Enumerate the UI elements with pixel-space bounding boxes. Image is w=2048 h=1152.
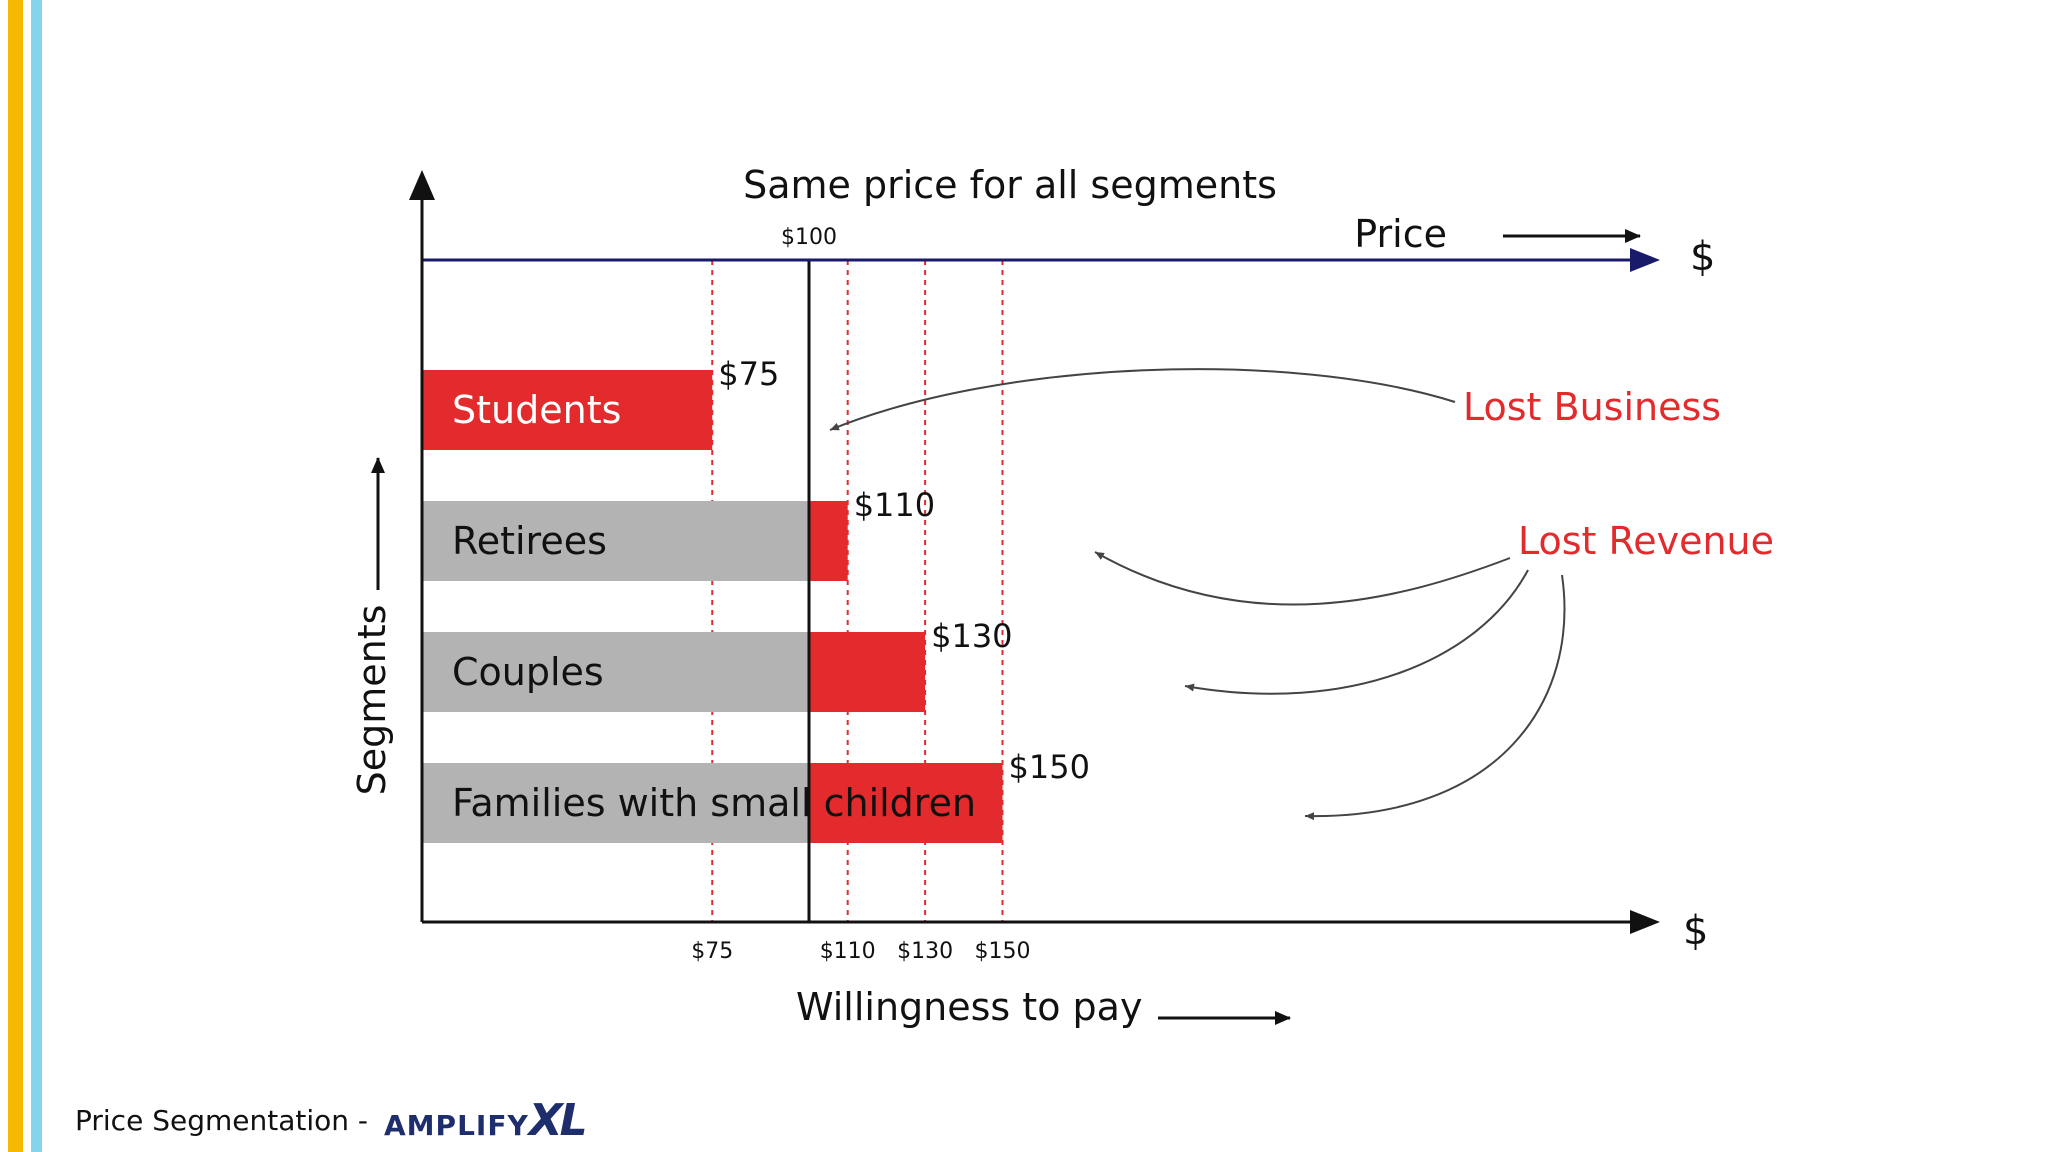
footer-text: Price Segmentation - [75, 1103, 369, 1137]
category-label: Families with small children [452, 781, 976, 825]
x-tick-label: $110 [820, 939, 876, 964]
price-axis-arrowhead [1630, 248, 1660, 272]
lost-revenue-arrow-couples [1184, 569, 1529, 695]
bar-value-label: $75 [718, 355, 779, 393]
lost-revenue-arrow-retirees [1094, 551, 1511, 606]
lost-business-annotation: Lost Business [1463, 385, 1721, 429]
y-axis-arrowhead [409, 170, 435, 200]
x-tick-label: $75 [691, 939, 733, 964]
x-axis-label: Willingness to pay [796, 985, 1142, 1029]
bar-value-label: $130 [931, 617, 1012, 655]
footer: Price Segmentation - AMPLIFYXL [75, 1095, 588, 1146]
x-tick-label: $130 [897, 939, 953, 964]
bar-paid-portion-2 [422, 632, 809, 712]
amplifyxl-logo: AMPLIFYXL [384, 1094, 588, 1146]
bar-lost-revenue-3 [809, 763, 1003, 843]
chart-title: Same price for all segments [743, 163, 1277, 207]
category-label: Students [452, 388, 621, 432]
bar-value-label: $150 [1009, 748, 1090, 786]
price-axis-label: Price [1354, 212, 1447, 256]
lost-revenue-arrow-families [1304, 574, 1566, 821]
logo-main-text: AMPLIFY [384, 1108, 529, 1142]
logo-accent-text: XL [528, 1094, 588, 1146]
lost-business-arrow [829, 368, 1456, 431]
category-label: Retirees [452, 519, 607, 563]
bar-value-label: $110 [854, 486, 935, 524]
accent-stripe-blue [31, 0, 42, 1152]
category-label: Couples [452, 650, 604, 694]
bar-paid-portion-1 [422, 501, 809, 581]
x-axis-unit: $ [1683, 908, 1708, 954]
accent-stripe-yellow [8, 0, 23, 1152]
price-tick-label: $100 [781, 225, 837, 250]
bar-lost-revenue-1 [809, 501, 848, 581]
lost-revenue-annotation: Lost Revenue [1518, 519, 1774, 563]
y-axis-label: Segments [350, 605, 394, 796]
x-tick-label: $150 [975, 939, 1031, 964]
price-axis-unit: $ [1690, 234, 1715, 280]
bar-paid-portion-3 [422, 763, 809, 843]
bar-lost-business-0 [422, 370, 713, 450]
bar-lost-revenue-2 [809, 632, 926, 712]
x-axis-arrowhead [1630, 910, 1660, 934]
